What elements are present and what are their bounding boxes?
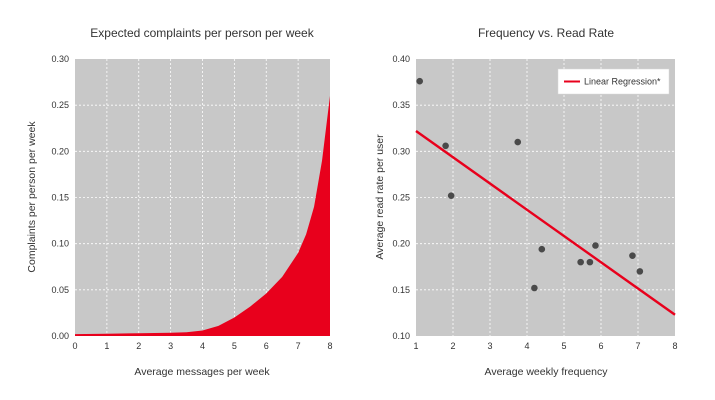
scatter-point <box>577 258 584 266</box>
scatter-point <box>636 268 644 275</box>
x-tick-label: 6 <box>598 341 603 351</box>
legend: Linear Regression* <box>557 68 670 95</box>
scatter-point <box>447 192 455 199</box>
x-tick-labels: 0 1 2 3 4 5 6 7 8 <box>72 341 332 351</box>
y-tick-labels: 0.00 0.05 0.10 0.15 0.20 0.25 0.30 <box>51 54 69 341</box>
chart-title: Expected complaints per person per week <box>90 26 314 40</box>
y-tick-label: 0.05 <box>51 285 69 295</box>
x-tick-label: 4 <box>524 341 529 351</box>
complaints-area <box>75 95 330 337</box>
x-tick-label: 6 <box>264 341 269 351</box>
scatter-points <box>416 77 644 292</box>
scatter-point <box>629 252 636 259</box>
y-tick-labels: 0.10 0.15 0.20 0.25 0.30 0.35 0.40 <box>392 54 410 341</box>
y-tick-label: 0.25 <box>51 100 69 110</box>
complaints-chart: Expected complaints per person per week … <box>26 26 333 378</box>
x-tick-label: 5 <box>561 341 566 351</box>
scatter-point <box>592 242 599 249</box>
x-tick-label: 0 <box>72 341 77 351</box>
scatter-point <box>514 138 522 146</box>
y-tick-label: 0.10 <box>392 331 410 341</box>
scatter-point <box>442 142 449 150</box>
y-tick-label: 0.20 <box>51 146 69 156</box>
regression-line <box>415 130 676 316</box>
scatter-point <box>538 245 546 253</box>
x-tick-label: 8 <box>672 341 677 351</box>
x-tick-label: 5 <box>232 341 237 351</box>
y-axis-label: Average read rate per user <box>374 134 386 260</box>
x-tick-label: 2 <box>136 341 141 351</box>
x-tick-labels: 1 2 3 4 5 6 7 8 <box>413 341 677 351</box>
y-tick-label: 0.15 <box>392 285 410 295</box>
x-tick-label: 7 <box>296 341 301 351</box>
y-tick-label: 0.30 <box>392 146 410 156</box>
x-tick-label: 1 <box>104 341 109 351</box>
x-axis-label: Average weekly frequency <box>485 366 609 378</box>
y-tick-label: 0.30 <box>51 54 69 64</box>
x-tick-label: 4 <box>200 341 205 351</box>
y-tick-label: 0.10 <box>51 239 69 249</box>
y-axis-label: Complaints per person per week <box>26 121 38 273</box>
scatter-point <box>586 258 594 266</box>
scatter-point <box>531 284 538 292</box>
y-tick-label: 0.15 <box>51 193 69 203</box>
scatter-point <box>416 77 424 85</box>
x-tick-label: 3 <box>168 341 173 351</box>
x-tick-label: 1 <box>413 341 418 351</box>
grid <box>416 59 675 336</box>
y-tick-label: 0.40 <box>392 54 410 64</box>
y-tick-label: 0.20 <box>392 239 410 249</box>
chart-title: Frequency vs. Read Rate <box>478 26 614 40</box>
y-tick-label: 0.35 <box>392 100 410 110</box>
y-tick-label: 0.00 <box>51 331 69 341</box>
x-tick-label: 2 <box>450 341 455 351</box>
x-tick-label: 8 <box>327 341 332 351</box>
x-axis-label: Average messages per week <box>134 366 270 378</box>
x-tick-label: 3 <box>487 341 492 351</box>
x-tick-label: 7 <box>635 341 640 351</box>
y-tick-label: 0.25 <box>392 193 410 203</box>
legend-label: Linear Regression* <box>584 77 661 87</box>
